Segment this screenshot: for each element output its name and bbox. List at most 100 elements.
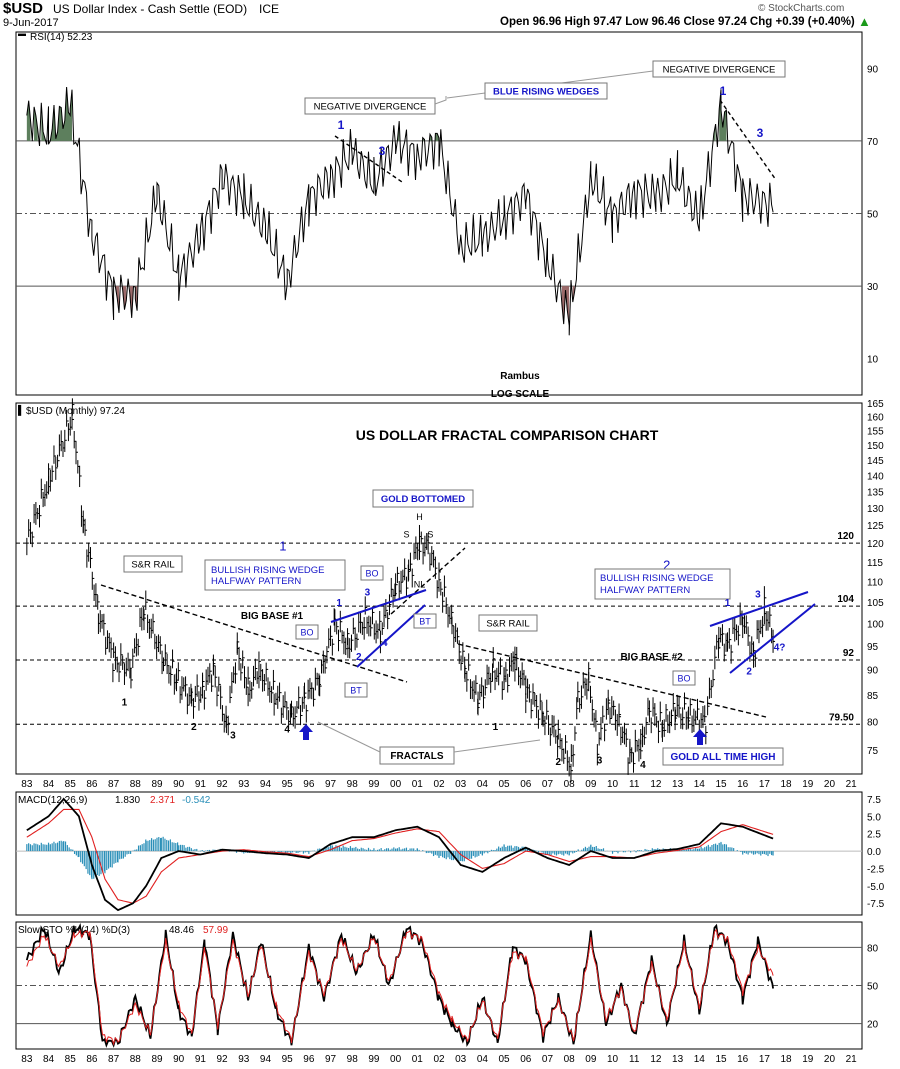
wave-count-label: 4? (774, 643, 786, 654)
sr-rail-2 (457, 643, 767, 718)
price-x-tick: 21 (846, 779, 858, 790)
price-level-label: 79.50 (829, 712, 854, 723)
sr-rail-1 (100, 584, 408, 683)
price-x-tick: 97 (325, 779, 337, 790)
price-y-tick: 130 (867, 504, 884, 515)
annotation-wedge-2-box (594, 568, 731, 600)
sto-x-tick: 20 (824, 1054, 836, 1065)
sto-x-tick: 88 (130, 1054, 142, 1065)
price-y-tick: 150 (867, 441, 884, 452)
price-x-tick: 12 (650, 779, 662, 790)
rsi-overbought-fill (435, 133, 439, 141)
price-x-tick: 00 (390, 779, 402, 790)
rsi-line (26, 86, 774, 336)
macd-signal-value: 2.371 (150, 795, 175, 806)
annotation-wedge-1-box (204, 559, 346, 591)
wave-count-label: 3 (230, 730, 236, 741)
macd-title: MACD(12,26,9) (18, 795, 87, 806)
price-x-tick: 98 (347, 779, 359, 790)
rsi-annotation-negdiv-2-box (652, 60, 786, 78)
sto-x-tick: 10 (607, 1054, 619, 1065)
macd-line (26, 797, 774, 912)
chart-date: 9-Jun-2017 (3, 17, 59, 29)
price-x-tick: 20 (824, 779, 836, 790)
price-x-tick: 96 (303, 779, 315, 790)
price-x-tick: 01 (412, 779, 424, 790)
sto-x-tick: 17 (759, 1054, 771, 1065)
annotation-sr-rail-2: S&R RAIL (486, 619, 529, 630)
price-y-tick: 80 (867, 717, 879, 728)
price-x-tick: 99 (368, 779, 380, 790)
sto-x-tick: 15 (715, 1054, 727, 1065)
price-y-tick: 90 (867, 666, 879, 677)
rsi-oversold-fill (115, 286, 120, 313)
sto-y-tick: 80 (867, 943, 879, 954)
price-x-tick: 91 (195, 779, 207, 790)
sto-x-tick: 85 (65, 1054, 77, 1065)
macd-y-tick: -7.5 (867, 899, 885, 910)
up-arrow-icon (299, 724, 313, 740)
price-y-tick: 75 (867, 746, 879, 757)
price-x-tick: 95 (282, 779, 294, 790)
sto-x-tick: 87 (108, 1054, 120, 1065)
exchange-label: ICE (259, 2, 280, 16)
sto-x-tick: 18 (781, 1054, 793, 1065)
rsi-overbought-fill (34, 106, 38, 141)
rsi-wave-label: 1 (720, 84, 727, 98)
rsi-y-tick: 30 (867, 282, 879, 293)
annotation-neckline: NL (414, 579, 426, 589)
rsi-title: RSI(14) 52.23 (30, 32, 93, 43)
price-y-tick: 140 (867, 471, 884, 482)
sto-x-tick: 14 (694, 1054, 706, 1065)
price-x-tick: 19 (802, 779, 814, 790)
price-x-tick: 11 (629, 779, 640, 790)
sto-k-value: 48.46 (169, 925, 194, 936)
sto-x-tick: 89 (151, 1054, 163, 1065)
wave-count-label: 2 (746, 667, 752, 678)
rsi-y-tick: 90 (867, 64, 879, 75)
macd-y-tick: -2.5 (867, 864, 885, 875)
up-arrow-icon (693, 729, 707, 745)
price-x-tick: 93 (238, 779, 250, 790)
wave-count-label: 3 (597, 756, 603, 767)
price-x-tick: 08 (564, 779, 576, 790)
price-x-tick: 87 (108, 779, 120, 790)
sto-x-tick: 06 (520, 1054, 532, 1065)
wave-count-label: 1 (725, 598, 731, 609)
rsi-author-label: Rambus (500, 371, 540, 382)
price-level-label: 104 (837, 594, 854, 605)
price-x-tick: 14 (694, 779, 706, 790)
annotation-big-base-1: BIG BASE #1 (241, 611, 304, 622)
sto-x-tick: 90 (173, 1054, 185, 1065)
price-x-tick: 03 (455, 779, 467, 790)
price-x-tick: 16 (737, 779, 749, 790)
annotation-big-base-2: BIG BASE #2 (620, 652, 683, 663)
annotation-sr-rail-1-box (123, 555, 183, 573)
wave-count-label: 3 (365, 588, 371, 599)
price-y-tick: 160 (867, 413, 884, 424)
quote-readout: Open 96.96 High 97.47 Low 96.46 Close 97… (500, 16, 855, 28)
price-y-tick: 110 (867, 577, 883, 588)
sto-x-tick: 03 (455, 1054, 467, 1065)
rsi-y-tick: 70 (867, 137, 879, 148)
sto-x-tick: 07 (542, 1054, 554, 1065)
wave-count-label: 2 (191, 722, 197, 733)
price-x-tick: 85 (65, 779, 77, 790)
price-x-tick: 86 (86, 779, 98, 790)
sto-x-tick: 04 (477, 1054, 489, 1065)
sto-x-tick: 16 (737, 1054, 749, 1065)
price-x-tick: 09 (585, 779, 597, 790)
rsi-wave-label: 3 (757, 126, 764, 140)
price-x-tick: 89 (151, 779, 163, 790)
rsi-wave-label: 1 (338, 118, 345, 132)
annotation-bt: BT (419, 617, 431, 627)
rsi-annotation-negdiv-2: NEGATIVE DIVERGENCE (663, 65, 776, 76)
wave-count-label: 1 (493, 722, 499, 733)
price-y-tick: 95 (867, 642, 879, 653)
rsi-y-tick: 50 (867, 210, 879, 221)
sto-x-tick: 96 (303, 1054, 315, 1065)
price-y-tick: 100 (867, 619, 884, 630)
sto-x-tick: 97 (325, 1054, 337, 1065)
sto-x-tick: 05 (499, 1054, 511, 1065)
annotation-wedge-2-line1: BULLISH RISING WEDGE (600, 573, 714, 584)
